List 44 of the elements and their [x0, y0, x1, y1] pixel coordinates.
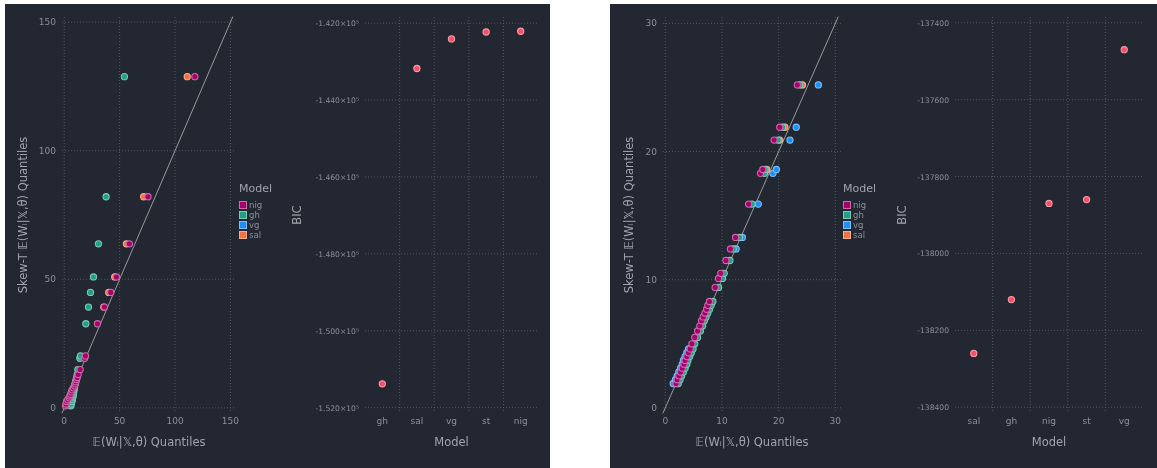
y-axis-title: Skew-T 𝔼(Wᵢ|𝕏,θ) Quantiles: [622, 136, 636, 294]
x-tick-label: gh: [376, 416, 389, 426]
y-tick-label: 100: [38, 145, 57, 156]
x-tick-label: 50: [113, 416, 126, 426]
legend-label: nig: [249, 200, 263, 210]
legend-title: Model: [843, 181, 877, 195]
y-tick-label: 50: [44, 274, 57, 285]
y-axis-title: Skew-T 𝔼(Wᵢ|𝕏,θ) Quantiles: [16, 136, 30, 294]
y-tick-label: 150: [38, 17, 57, 28]
x-tick-label: gh: [1005, 416, 1018, 426]
y-tick-label: 30: [645, 18, 658, 29]
legend-label: gh: [249, 210, 260, 220]
legend-label: sal: [249, 230, 261, 240]
x-tick-label: 0: [61, 416, 68, 426]
x-axis-title: Model: [434, 435, 469, 449]
legend-label: vg: [249, 220, 260, 230]
legend-label: vg: [853, 220, 864, 230]
x-tick-label: vg: [1118, 416, 1130, 426]
x-tick-label: st: [481, 416, 491, 426]
x-tick-label: 150: [221, 416, 240, 426]
x-tick-label: 10: [716, 416, 728, 426]
legend-title: Model: [239, 181, 273, 195]
y-tick-label: 0: [651, 402, 658, 413]
legend-label: gh: [853, 210, 864, 220]
legend-label: sal: [853, 230, 865, 240]
x-axis-title: 𝔼(Wᵢ|𝕏,θ) Quantiles: [92, 435, 206, 449]
y-axis-title: BIC: [895, 205, 909, 225]
x-tick-label: 0: [662, 416, 669, 426]
x-tick-label: sal: [967, 416, 981, 426]
x-tick-label: nig: [1042, 416, 1056, 426]
y-axis-title: BIC: [290, 205, 304, 225]
legend-label: nig: [853, 200, 867, 210]
x-axis-title: 𝔼(Wᵢ|𝕏,θ) Quantiles: [695, 435, 809, 449]
y-tick-label: 0: [50, 402, 57, 413]
x-tick-label: 100: [166, 416, 184, 426]
x-tick-label: 20: [772, 416, 785, 426]
y-tick-label: 20: [645, 146, 658, 157]
x-tick-label: sal: [410, 416, 424, 426]
x-axis-title: Model: [1031, 435, 1067, 449]
x-tick-label: vg: [445, 416, 458, 426]
x-tick-label: 30: [829, 416, 842, 426]
y-tick-label: 10: [645, 274, 658, 285]
x-tick-label: nig: [513, 416, 528, 426]
x-tick-label: st: [1082, 416, 1092, 426]
